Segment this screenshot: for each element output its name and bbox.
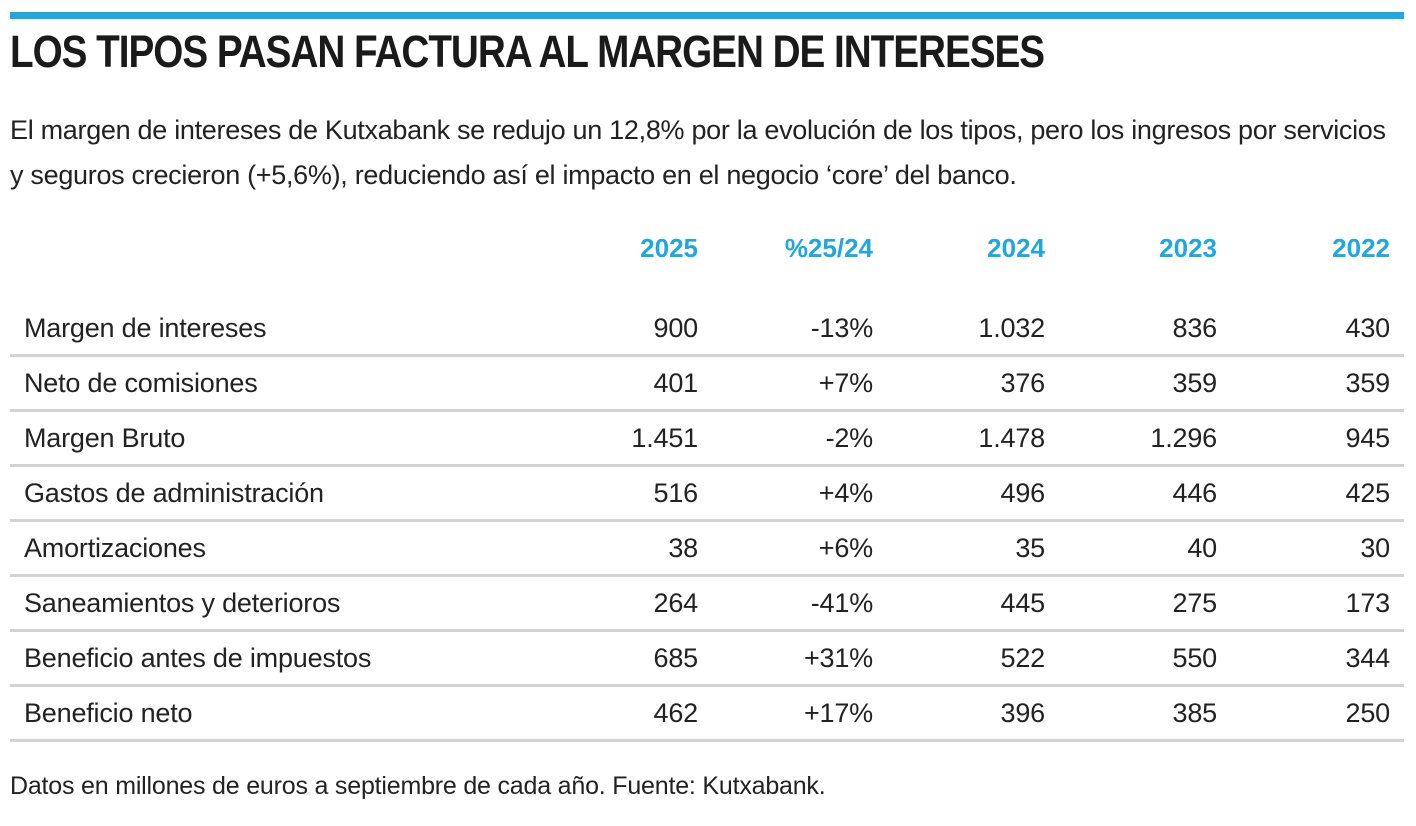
value-2023-cell: 385 bbox=[1059, 685, 1231, 742]
value-2022-cell: 945 bbox=[1231, 410, 1404, 467]
table-row: Beneficio antes de impuestos 685 +31% 522 55… bbox=[10, 630, 1404, 687]
column-header-2022: 2022 bbox=[1332, 232, 1390, 263]
data-table: 2025 %25/24 2024 2023 2022 Margen de int… bbox=[10, 218, 1404, 742]
value-2022-cell: 425 bbox=[1231, 465, 1404, 522]
column-header-2025: 2025 bbox=[640, 232, 698, 263]
value-2025-cell: 401 bbox=[530, 355, 712, 412]
table-spacer-row bbox=[10, 278, 1404, 302]
value-2025-cell: 516 bbox=[530, 465, 712, 522]
value-2023-cell: 836 bbox=[1059, 302, 1231, 357]
table-header-row: 2025 %25/24 2024 2023 2022 bbox=[10, 218, 1404, 278]
row-label-cell: Beneficio neto bbox=[10, 685, 530, 742]
table-row: Saneamientos y deterioros 264 -41% 445 275 17… bbox=[10, 575, 1404, 632]
table-row: Margen Bruto 1.451 -2% 1.478 1.296 945 bbox=[10, 410, 1404, 467]
table-row: Beneficio neto 462 +17% 396 385 250 bbox=[10, 685, 1404, 742]
value-2025-cell: 462 bbox=[530, 685, 712, 742]
table-row: Margen de intereses 900 -13% 1.032 836 430 bbox=[10, 302, 1404, 357]
source-footnote: Datos en millones de euros a septiembre … bbox=[10, 772, 826, 800]
value-2023-cell: 359 bbox=[1059, 355, 1231, 412]
value-2024-cell: 496 bbox=[887, 465, 1059, 522]
value-2022-cell: 173 bbox=[1231, 575, 1404, 632]
value-2022-cell: 359 bbox=[1231, 355, 1404, 412]
row-label-cell: Margen Bruto bbox=[10, 410, 530, 467]
column-header-2024: 2024 bbox=[987, 232, 1045, 263]
value-2023-cell: 40 bbox=[1059, 520, 1231, 577]
change-25-24-cell: +31% bbox=[712, 630, 887, 687]
value-2024-cell: 522 bbox=[887, 630, 1059, 687]
column-header-2023: 2023 bbox=[1159, 232, 1217, 263]
row-label-cell: Margen de intereses bbox=[10, 302, 530, 357]
change-25-24-cell: -13% bbox=[712, 302, 887, 357]
value-2025-cell: 685 bbox=[530, 630, 712, 687]
value-2022-cell: 430 bbox=[1231, 302, 1404, 357]
chart-subtitle: El margen de intereses de Kutxabank se r… bbox=[10, 115, 1386, 190]
value-2022-cell: 250 bbox=[1231, 685, 1404, 742]
table-row: Neto de comisiones 401 +7% 376 359 359 bbox=[10, 355, 1404, 412]
row-label-cell: Amortizaciones bbox=[10, 520, 530, 577]
value-2022-cell: 30 bbox=[1231, 520, 1404, 577]
top-accent-rule bbox=[10, 12, 1404, 19]
change-25-24-cell: +6% bbox=[712, 520, 887, 577]
change-25-24-cell: -41% bbox=[712, 575, 887, 632]
value-2024-cell: 396 bbox=[887, 685, 1059, 742]
value-2024-cell: 1.032 bbox=[887, 302, 1059, 357]
row-label-cell: Gastos de administración bbox=[10, 465, 530, 522]
chart-title: LOS TIPOS PASAN FACTURA AL MARGEN DE INT… bbox=[10, 26, 1045, 77]
spacer-cell bbox=[10, 278, 1404, 302]
value-2024-cell: 35 bbox=[887, 520, 1059, 577]
value-2023-cell: 275 bbox=[1059, 575, 1231, 632]
value-2024-cell: 376 bbox=[887, 355, 1059, 412]
row-label-cell: Saneamientos y deterioros bbox=[10, 575, 530, 632]
row-label-cell: Neto de comisiones bbox=[10, 355, 530, 412]
value-2023-cell: 1.296 bbox=[1059, 410, 1231, 467]
value-2023-cell: 550 bbox=[1059, 630, 1231, 687]
row-label-cell: Beneficio antes de impuestos bbox=[10, 630, 530, 687]
change-25-24-cell: +17% bbox=[712, 685, 887, 742]
table-row: Gastos de administración 516 +4% 496 446 425 bbox=[10, 465, 1404, 522]
value-2024-cell: 1.478 bbox=[887, 410, 1059, 467]
value-2025-cell: 1.451 bbox=[530, 410, 712, 467]
table-body: Margen de intereses 900 -13% 1.032 836 430 Net… bbox=[10, 278, 1404, 742]
change-25-24-cell: +4% bbox=[712, 465, 887, 522]
value-2023-cell: 446 bbox=[1059, 465, 1231, 522]
value-2025-cell: 38 bbox=[530, 520, 712, 577]
change-25-24-cell: -2% bbox=[712, 410, 887, 467]
table-row: Amortizaciones 38 +6% 35 40 30 bbox=[10, 520, 1404, 577]
value-2025-cell: 264 bbox=[530, 575, 712, 632]
value-2024-cell: 445 bbox=[887, 575, 1059, 632]
value-2022-cell: 344 bbox=[1231, 630, 1404, 687]
data-table-container: 2025 %25/24 2024 2023 2022 Margen de int… bbox=[10, 218, 1404, 742]
change-25-24-cell: +7% bbox=[712, 355, 887, 412]
value-2025-cell: 900 bbox=[530, 302, 712, 357]
column-header-change-25-24: %25/24 bbox=[784, 232, 873, 263]
header-label-cell bbox=[10, 218, 530, 278]
